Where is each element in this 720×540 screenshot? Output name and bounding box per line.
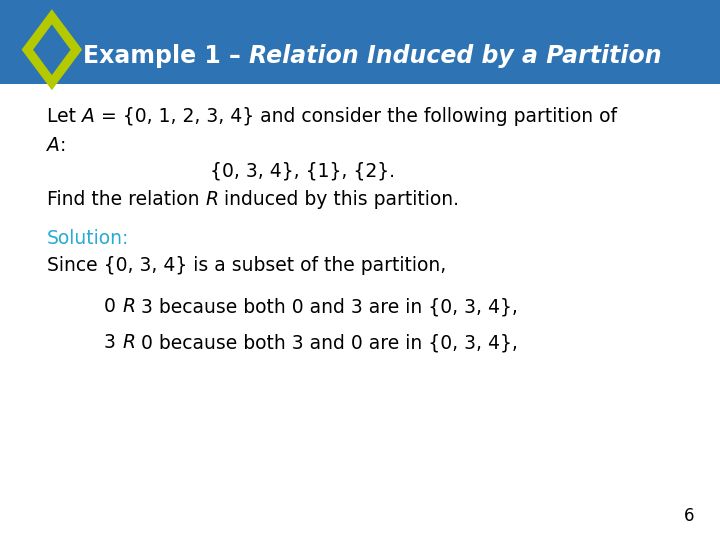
Text: Solution:: Solution: — [47, 229, 129, 248]
Text: 3: 3 — [104, 333, 122, 353]
Text: 6: 6 — [684, 507, 695, 525]
Polygon shape — [22, 9, 82, 90]
Text: Find the relation: Find the relation — [47, 190, 205, 210]
Text: = {0, 1, 2, 3, 4} and consider the following partition of: = {0, 1, 2, 3, 4} and consider the follo… — [94, 106, 616, 126]
Bar — [0, 0, 720, 84]
Text: Let: Let — [47, 106, 82, 126]
Text: induced by this partition.: induced by this partition. — [218, 190, 459, 210]
Text: Since {0, 3, 4} is a subset of the partition,: Since {0, 3, 4} is a subset of the parti… — [47, 256, 446, 275]
Text: {0, 3, 4}, {1}, {2}.: {0, 3, 4}, {1}, {2}. — [210, 161, 395, 181]
Text: R: R — [122, 297, 135, 316]
Polygon shape — [33, 24, 71, 75]
Text: 3 because both 0 and 3 are in {0, 3, 4},: 3 because both 0 and 3 are in {0, 3, 4}, — [135, 297, 518, 316]
Text: Relation Induced by a Partition: Relation Induced by a Partition — [249, 44, 662, 68]
Text: A: A — [82, 106, 94, 126]
Text: Example 1 –: Example 1 – — [83, 44, 249, 68]
Text: R: R — [205, 190, 218, 210]
Text: 0 because both 3 and 0 are in {0, 3, 4},: 0 because both 3 and 0 are in {0, 3, 4}, — [135, 333, 518, 353]
Text: R: R — [122, 333, 135, 353]
Text: :: : — [60, 136, 66, 156]
Text: 0: 0 — [104, 297, 122, 316]
Text: A: A — [47, 136, 60, 156]
